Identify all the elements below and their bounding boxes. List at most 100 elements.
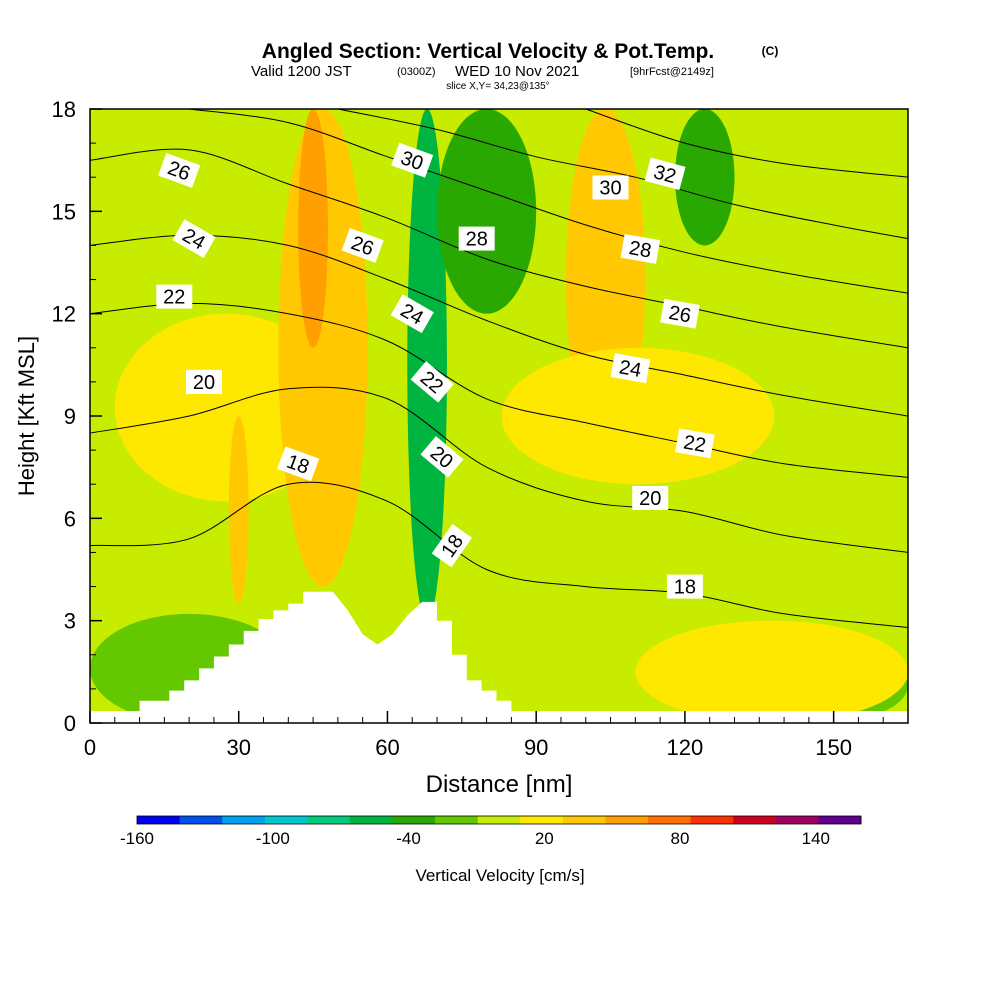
y-tick-label-18: 18 bbox=[52, 97, 76, 122]
contour-label-box bbox=[632, 485, 669, 510]
colorbar-tick-label--40: -40 bbox=[396, 829, 421, 848]
contour-label-box bbox=[172, 219, 216, 258]
colorbar-swatch-1 bbox=[179, 816, 223, 824]
contour-label-text: 30 bbox=[599, 178, 621, 200]
colorbar-tick-label--160: -160 bbox=[120, 829, 154, 848]
contour-label-text: 18 bbox=[674, 577, 696, 599]
y-tick-label-15: 15 bbox=[52, 199, 76, 224]
contour-label-box bbox=[391, 142, 434, 178]
colorbar-swatch-7 bbox=[435, 816, 479, 824]
x-tick-label-90: 90 bbox=[524, 735, 548, 760]
contour-label-text: 20 bbox=[193, 372, 215, 394]
pot-temp-contour-18 bbox=[90, 481, 908, 628]
contour-label-box bbox=[410, 361, 454, 403]
colorbar-tick-label--100: -100 bbox=[256, 829, 290, 848]
colorbar-swatch-11 bbox=[605, 816, 649, 824]
terrain bbox=[90, 591, 908, 723]
contour-label-13: 32 bbox=[644, 157, 686, 191]
contour-label-6: 30 bbox=[391, 142, 434, 178]
contour-label-14: 28 bbox=[620, 233, 661, 264]
contour-label-box bbox=[156, 284, 193, 309]
pot-temp-contour-30 bbox=[337, 109, 908, 240]
velocity-region-4 bbox=[298, 109, 328, 348]
contour-label-text: 28 bbox=[466, 229, 488, 251]
chart-title-unit: (C) bbox=[762, 44, 779, 58]
pot-temp-contour-20 bbox=[90, 386, 908, 553]
x-axis-label: Distance [nm] bbox=[426, 771, 573, 798]
contour-label-7: 28 bbox=[458, 226, 495, 251]
x-tick-label-120: 120 bbox=[667, 735, 704, 760]
x-tick-label-0: 0 bbox=[84, 735, 96, 760]
slice-info: slice X,Y= 34,23@135° bbox=[446, 81, 549, 92]
colorbar-swatch-6 bbox=[392, 816, 436, 824]
contour-label-box bbox=[458, 226, 495, 251]
contour-label-text: 20 bbox=[639, 488, 661, 510]
contour-label-16: 24 bbox=[610, 353, 651, 384]
colorbar-swatch-13 bbox=[690, 816, 734, 824]
colorbar-swatch-12 bbox=[648, 816, 692, 824]
contour-label-box bbox=[420, 436, 464, 478]
contour-label-text: 22 bbox=[682, 432, 708, 458]
contour-label-text: 26 bbox=[667, 302, 693, 328]
y-tick-label-0: 0 bbox=[64, 711, 76, 736]
contour-label-text: 28 bbox=[627, 237, 653, 263]
x-axis: 0 30 60 90 120 150 bbox=[84, 711, 884, 760]
x-tick-label-150: 150 bbox=[815, 735, 852, 760]
contour-label-19: 18 bbox=[666, 574, 703, 599]
pot-temp-contour-22 bbox=[90, 302, 908, 478]
colorbar-swatch-9 bbox=[520, 816, 564, 824]
colorbar-tick-label-20: 20 bbox=[535, 829, 554, 848]
y-axis-label: Height [Kft MSL] bbox=[14, 336, 39, 496]
y-tick-label-3: 3 bbox=[64, 609, 76, 634]
colorbar-swatch-10 bbox=[562, 816, 606, 824]
pot-temp-contour-28 bbox=[189, 109, 908, 294]
colorbar-label: Vertical Velocity [cm/s] bbox=[415, 866, 584, 885]
contour-label-3: 20 bbox=[186, 369, 222, 394]
colorbar: -160 -100 -40 20 80 140 bbox=[120, 815, 862, 848]
contour-label-box bbox=[610, 353, 651, 384]
colorbar-frame bbox=[136, 815, 862, 825]
colorbar-tick-label-80: 80 bbox=[671, 829, 690, 848]
velocity-region-11 bbox=[635, 620, 908, 723]
contour-label-box bbox=[674, 428, 715, 459]
contour-label-box bbox=[390, 294, 434, 334]
colorbar-swatch-14 bbox=[733, 816, 777, 824]
forecast-tag: [9hrFcst@2149z] bbox=[630, 66, 714, 78]
y-tick-label-6: 6 bbox=[64, 506, 76, 531]
colorbar-swatch-3 bbox=[264, 816, 308, 824]
contour-label-15: 26 bbox=[660, 298, 700, 329]
vertical-velocity-field bbox=[90, 109, 908, 723]
contour-label-box bbox=[620, 233, 661, 264]
contour-label-12: 30 bbox=[592, 175, 629, 200]
contour-label-0: 26 bbox=[158, 152, 201, 188]
y-tick-label-9: 9 bbox=[64, 404, 76, 429]
colorbar-swatch-16 bbox=[818, 816, 862, 824]
velocity-region-7 bbox=[437, 109, 537, 314]
velocity-region-8 bbox=[674, 109, 735, 246]
x-tick-label-60: 60 bbox=[375, 735, 399, 760]
colorbar-swatch-4 bbox=[307, 816, 351, 824]
pot-temp-contour-32 bbox=[585, 109, 908, 178]
valid-prefix: Valid 1200 JST bbox=[251, 63, 352, 80]
valid-utc: (0300Z) bbox=[397, 66, 436, 78]
pot-temp-contour-26 bbox=[90, 148, 908, 349]
colorbar-swatch-2 bbox=[222, 816, 266, 824]
colorbar-swatch-5 bbox=[349, 816, 393, 824]
contour-label-box bbox=[660, 298, 700, 329]
contour-label-text: 22 bbox=[163, 287, 185, 309]
y-tick-label-12: 12 bbox=[52, 302, 76, 327]
contour-label-box bbox=[431, 523, 473, 568]
y-axis: 0 3 6 9 12 15 18 bbox=[52, 97, 102, 736]
contour-label-18: 20 bbox=[632, 485, 669, 510]
contour-label-box bbox=[644, 157, 686, 191]
colorbar-swatch-15 bbox=[775, 816, 819, 824]
colorbar-tick-label-140: 140 bbox=[802, 829, 830, 848]
pot-temp-contour-24 bbox=[90, 234, 908, 417]
valid-date: WED 10 Nov 2021 bbox=[455, 63, 579, 80]
contour-label-box bbox=[666, 574, 703, 599]
contour-label-text: 24 bbox=[617, 356, 643, 382]
contour-label-17: 22 bbox=[674, 428, 715, 459]
